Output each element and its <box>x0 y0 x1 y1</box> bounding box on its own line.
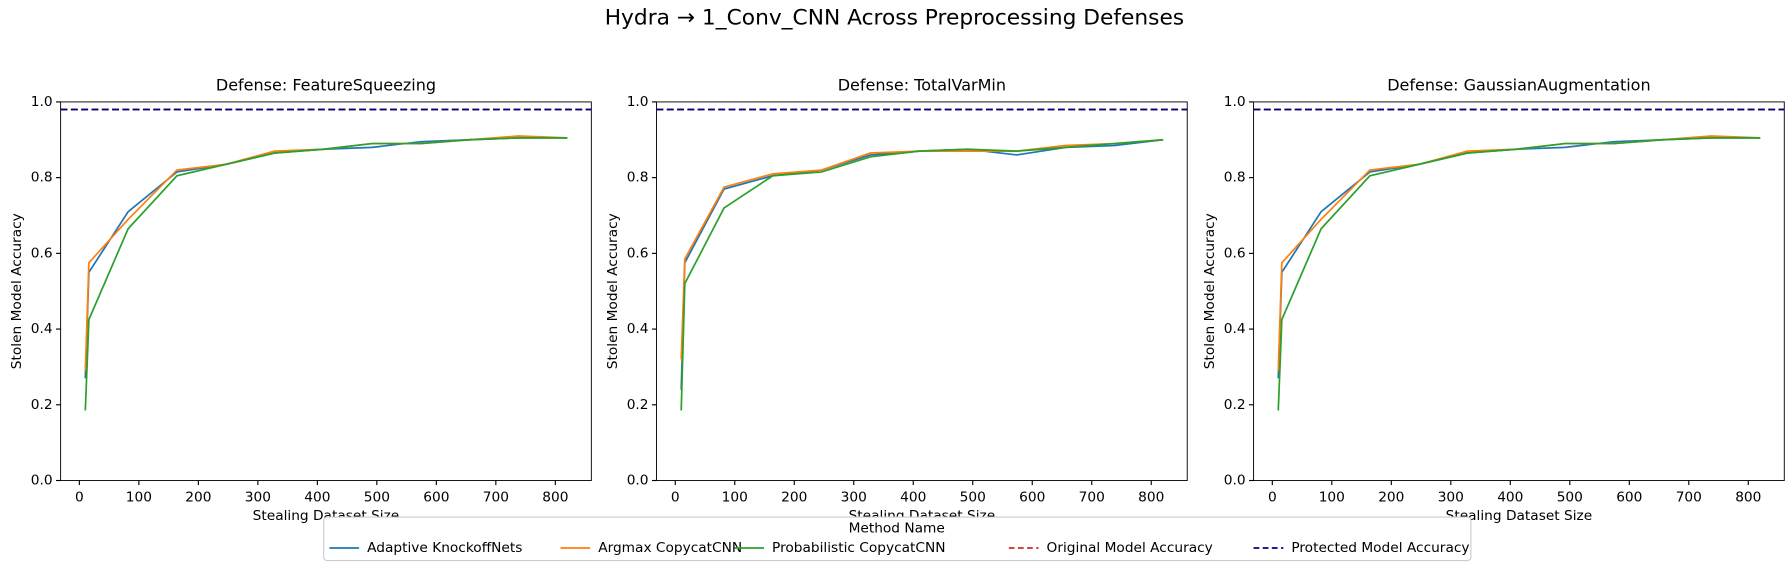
y-axis-label: Stolen Model Accuracy <box>605 213 621 369</box>
legend-label: Protected Model Accuracy <box>1291 540 1469 556</box>
x-tick-label: 100 <box>722 490 748 506</box>
legend: Method Name Adaptive KnockoffNets Argmax C… <box>323 516 1472 562</box>
x-tick-label: 600 <box>1019 490 1045 506</box>
y-tick-label: 0.4 <box>627 321 649 337</box>
legend-label: Probabilistic CopycatCNN <box>772 540 946 556</box>
legend-title: Method Name <box>849 521 945 537</box>
data-line <box>1277 135 1761 371</box>
x-tick-label: 400 <box>1497 490 1523 506</box>
x-tick-label: 200 <box>185 490 211 506</box>
x-tick-label: 500 <box>960 490 986 506</box>
x-tick-label: 0 <box>75 490 84 506</box>
x-tick-label: 700 <box>1676 490 1702 506</box>
y-tick-label: 0.0 <box>627 473 649 489</box>
figure-title: Hydra → 1_Conv_CNN Across Preprocessing … <box>605 5 1184 30</box>
x-tick-label: 400 <box>304 490 330 506</box>
y-tick-label: 0.0 <box>31 473 53 489</box>
x-tick-label: 100 <box>126 490 152 506</box>
x-tick-label: 800 <box>1138 490 1164 506</box>
x-tick-label: 600 <box>1616 490 1642 506</box>
x-tick-label: 0 <box>1268 490 1277 506</box>
legend-label: Argmax CopycatCNN <box>598 540 742 556</box>
axes-frame <box>60 101 592 481</box>
y-tick-label: 0.8 <box>1224 170 1246 186</box>
data-line <box>84 137 568 411</box>
y-tick-label: 0.8 <box>627 170 649 186</box>
x-tick-label: 200 <box>1378 490 1404 506</box>
axes-frame <box>1253 101 1785 481</box>
x-tick-label: 800 <box>1735 490 1761 506</box>
y-axis-label: Stolen Model Accuracy <box>9 213 25 369</box>
y-tick-label: 0.8 <box>31 170 53 186</box>
x-tick-label: 700 <box>1079 490 1105 506</box>
y-tick-label: 0.2 <box>1224 397 1246 413</box>
y-tick-label: 0.0 <box>1224 473 1246 489</box>
x-tick-label: 500 <box>1557 490 1583 506</box>
y-tick-label: 0.6 <box>627 245 649 261</box>
data-line <box>84 137 568 379</box>
y-tick-label: 0.6 <box>31 245 53 261</box>
y-tick-label: 0.4 <box>1224 321 1246 337</box>
data-line <box>680 138 1164 360</box>
y-tick-label: 1.0 <box>627 94 649 110</box>
x-axis-label: Stealing Dataset Size <box>1446 508 1593 524</box>
x-tick-label: 200 <box>781 490 807 506</box>
x-tick-label: 0 <box>671 490 680 506</box>
data-line <box>1277 137 1761 411</box>
legend-box <box>323 516 1472 562</box>
legend-label: Adaptive KnockoffNets <box>367 540 522 556</box>
y-tick-label: 0.2 <box>31 397 53 413</box>
data-line <box>680 138 1164 411</box>
x-tick-label: 700 <box>483 490 509 506</box>
y-tick-label: 0.2 <box>627 397 649 413</box>
axes-frame <box>656 101 1188 481</box>
x-tick-label: 600 <box>423 490 449 506</box>
y-axis-label: Stolen Model Accuracy <box>1202 213 1218 369</box>
subplot-title: Defense: GaussianAugmentation <box>1387 75 1650 94</box>
subplot-title: Defense: FeatureSqueezing <box>216 75 436 94</box>
x-tick-label: 300 <box>841 490 867 506</box>
y-tick-label: 0.6 <box>1224 245 1246 261</box>
x-tick-label: 500 <box>364 490 390 506</box>
data-line <box>1277 137 1761 379</box>
x-tick-label: 100 <box>1319 490 1345 506</box>
legend-label: Original Model Accuracy <box>1047 540 1213 556</box>
data-line <box>680 138 1164 390</box>
y-tick-label: 0.4 <box>31 321 53 337</box>
y-tick-label: 1.0 <box>31 94 53 110</box>
data-line <box>84 135 568 371</box>
y-tick-label: 1.0 <box>1224 94 1246 110</box>
x-tick-label: 400 <box>900 490 926 506</box>
x-tick-label: 300 <box>1438 490 1464 506</box>
x-tick-label: 300 <box>245 490 271 506</box>
x-tick-label: 800 <box>542 490 568 506</box>
subplot-title: Defense: TotalVarMin <box>838 75 1006 94</box>
